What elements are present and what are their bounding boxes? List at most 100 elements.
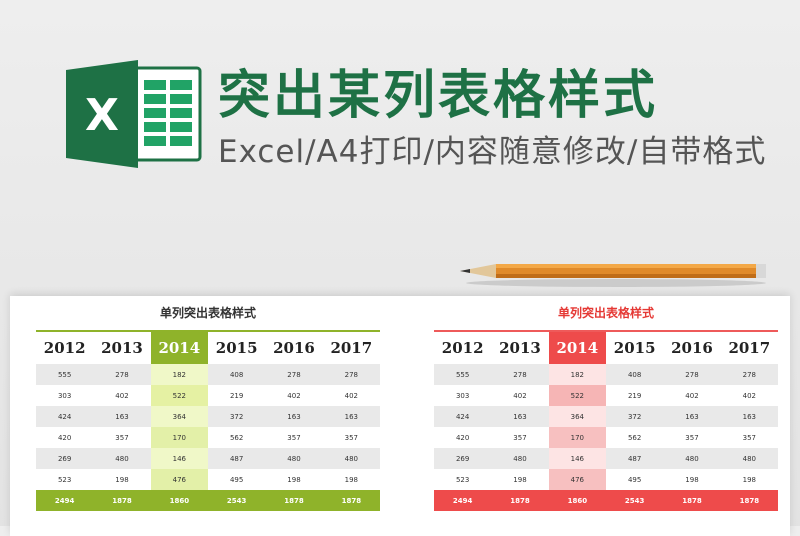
table-cell[interactable]: 357 (93, 427, 151, 448)
table-cell[interactable]: 476 (150, 469, 208, 490)
year-header-cell[interactable]: 2016 (663, 330, 721, 364)
table-cell[interactable]: 562 (207, 427, 266, 448)
total-cell[interactable]: 1878 (322, 490, 380, 511)
table-cell[interactable]: 303 (434, 385, 492, 406)
table-cell[interactable]: 420 (434, 427, 492, 448)
table-cell[interactable]: 170 (150, 427, 208, 448)
table-cell[interactable]: 424 (36, 406, 94, 427)
year-header-cell[interactable]: 2012 (434, 330, 492, 364)
table-cell[interactable]: 278 (663, 364, 721, 385)
table-cell[interactable]: 357 (720, 427, 778, 448)
table-cell[interactable]: 480 (720, 448, 778, 469)
table-cell[interactable]: 402 (322, 385, 380, 406)
table-cell[interactable]: 198 (93, 469, 151, 490)
table-cell[interactable]: 522 (150, 385, 208, 406)
table-cell[interactable]: 480 (663, 448, 721, 469)
table-cell[interactable]: 278 (265, 364, 323, 385)
table-cell[interactable]: 219 (207, 385, 266, 406)
year-header-cell[interactable]: 2015 (207, 330, 266, 364)
table-row: 424 163 364 372 163 163 (434, 406, 778, 427)
table-cell[interactable]: 269 (36, 448, 94, 469)
table-cell[interactable]: 278 (93, 364, 151, 385)
table-cell[interactable]: 424 (434, 406, 492, 427)
year-header-cell[interactable]: 2012 (36, 330, 94, 364)
total-cell[interactable]: 1878 (93, 490, 151, 511)
table-cell[interactable]: 402 (265, 385, 323, 406)
table-cell[interactable]: 420 (36, 427, 94, 448)
table-cell[interactable]: 408 (605, 364, 664, 385)
table-cell[interactable]: 402 (720, 385, 778, 406)
table-cell[interactable]: 408 (207, 364, 266, 385)
year-header-cell[interactable]: 2016 (265, 330, 323, 364)
table-cell[interactable]: 364 (548, 406, 606, 427)
table-cell[interactable]: 402 (491, 385, 549, 406)
table-cell[interactable]: 555 (36, 364, 94, 385)
table-cell[interactable]: 372 (605, 406, 664, 427)
table-row: 424 163 364 372 163 163 (36, 406, 380, 427)
total-cell[interactable]: 2494 (36, 490, 94, 511)
year-header-cell[interactable]: 2014 (548, 330, 606, 364)
table-cell[interactable]: 476 (548, 469, 606, 490)
table-cell[interactable]: 480 (93, 448, 151, 469)
table-cell[interactable]: 146 (548, 448, 606, 469)
table-cell[interactable]: 402 (93, 385, 151, 406)
table-cell[interactable]: 487 (207, 448, 266, 469)
table-cell[interactable]: 198 (663, 469, 721, 490)
table-cell[interactable]: 357 (322, 427, 380, 448)
total-cell[interactable]: 1878 (265, 490, 323, 511)
table-cell[interactable]: 182 (548, 364, 606, 385)
year-header-cell[interactable]: 2013 (93, 330, 151, 364)
table-cell[interactable]: 523 (434, 469, 492, 490)
total-cell[interactable]: 1878 (663, 490, 721, 511)
table-cell[interactable]: 163 (265, 406, 323, 427)
total-cell[interactable]: 2543 (605, 490, 664, 511)
total-cell[interactable]: 1878 (720, 490, 778, 511)
table-cell[interactable]: 182 (150, 364, 208, 385)
table-cell[interactable]: 198 (491, 469, 549, 490)
year-header-cell[interactable]: 2017 (322, 330, 380, 364)
table-cell[interactable]: 364 (150, 406, 208, 427)
year-header-cell[interactable]: 2015 (605, 330, 664, 364)
table-cell[interactable]: 163 (93, 406, 151, 427)
table-cell[interactable]: 357 (491, 427, 549, 448)
year-header-cell[interactable]: 2014 (150, 330, 208, 364)
year-header-cell[interactable]: 2017 (720, 330, 778, 364)
table-cell[interactable]: 269 (434, 448, 492, 469)
table-cell[interactable]: 480 (491, 448, 549, 469)
table-cell[interactable]: 495 (207, 469, 266, 490)
totals-row: 2494 1878 1860 2543 1878 1878 (434, 490, 778, 511)
table-cell[interactable]: 522 (548, 385, 606, 406)
table-cell[interactable]: 303 (36, 385, 94, 406)
table-cell[interactable]: 495 (605, 469, 664, 490)
table-cell[interactable]: 163 (663, 406, 721, 427)
total-cell[interactable]: 2543 (207, 490, 266, 511)
table-cell[interactable]: 487 (605, 448, 664, 469)
table-cell[interactable]: 198 (720, 469, 778, 490)
table-cell[interactable]: 198 (265, 469, 323, 490)
table-cell[interactable]: 163 (491, 406, 549, 427)
total-cell[interactable]: 2494 (434, 490, 492, 511)
table-cell[interactable]: 219 (605, 385, 664, 406)
table-cell[interactable]: 278 (720, 364, 778, 385)
total-cell[interactable]: 1860 (150, 490, 208, 511)
table-cell[interactable]: 562 (605, 427, 664, 448)
table-cell[interactable]: 357 (663, 427, 721, 448)
table-cell[interactable]: 555 (434, 364, 492, 385)
table-cell[interactable]: 163 (720, 406, 778, 427)
year-header-row: 2012 2013 2014 2015 2016 2017 (434, 330, 778, 364)
table-cell[interactable]: 480 (322, 448, 380, 469)
table-cell[interactable]: 278 (491, 364, 549, 385)
table-cell[interactable]: 402 (663, 385, 721, 406)
table-cell[interactable]: 480 (265, 448, 323, 469)
year-header-cell[interactable]: 2013 (491, 330, 549, 364)
table-cell[interactable]: 372 (207, 406, 266, 427)
table-cell[interactable]: 163 (322, 406, 380, 427)
table-cell[interactable]: 357 (265, 427, 323, 448)
table-cell[interactable]: 170 (548, 427, 606, 448)
table-cell[interactable]: 278 (322, 364, 380, 385)
total-cell[interactable]: 1878 (491, 490, 549, 511)
table-cell[interactable]: 523 (36, 469, 94, 490)
total-cell[interactable]: 1860 (548, 490, 606, 511)
table-cell[interactable]: 198 (322, 469, 380, 490)
table-cell[interactable]: 146 (150, 448, 208, 469)
